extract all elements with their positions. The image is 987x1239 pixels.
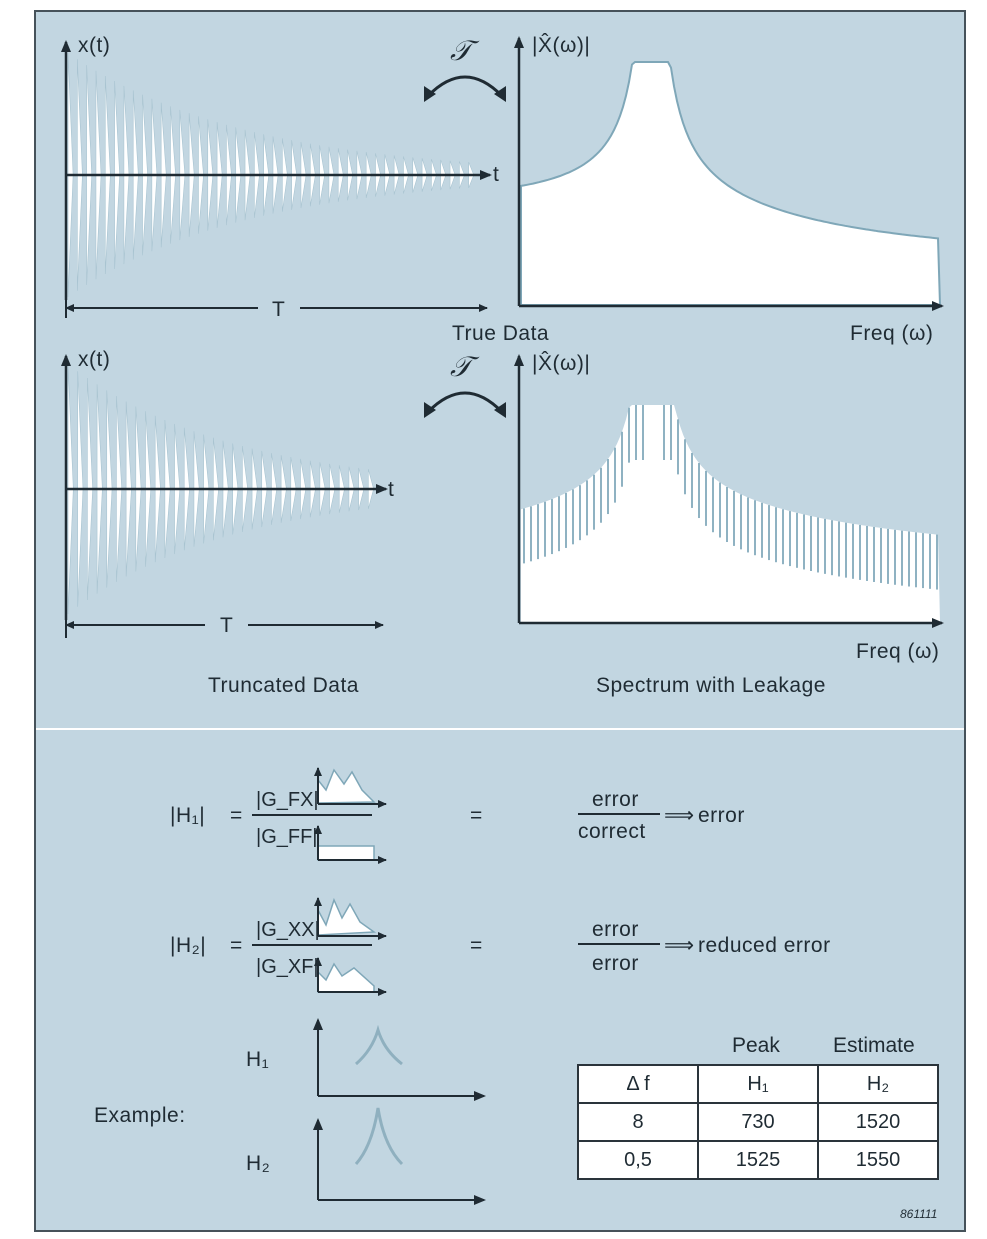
leakage-sidelobes	[523, 405, 938, 590]
transform-symbol: 𝒯	[450, 34, 480, 67]
h1-result: error	[698, 804, 745, 827]
h1-equation: |H₁| = |G_FX| |G_FF| = error correct ⟹ e…	[170, 767, 745, 864]
equals-1: =	[230, 804, 243, 827]
h2-result-num: error	[592, 918, 639, 941]
gff-mini-plot	[317, 845, 375, 861]
table-cell: 8	[577, 1102, 699, 1142]
table-header-cell: H₂	[817, 1064, 939, 1104]
table-cell: 1550	[817, 1140, 939, 1180]
T-label: T	[272, 298, 285, 321]
x-t-label-truncated: x(t)	[78, 348, 110, 371]
h1-peak-curve	[355, 1024, 403, 1066]
h2-result: reduced error	[698, 934, 831, 957]
h2-label: |H₂|	[170, 934, 206, 957]
truncated-data-signal-plot: x(t) t T Truncated Data	[61, 348, 394, 697]
table-header-row: Δ f H₁ H₂	[577, 1064, 939, 1104]
gxx-mini-plot	[317, 897, 377, 936]
example-h1-label: H₁	[246, 1048, 269, 1071]
header-estimate: Estimate	[833, 1034, 915, 1057]
table-cell: 1525	[697, 1140, 819, 1180]
true-data-caption: True Data	[452, 322, 549, 345]
equals-4: =	[470, 934, 483, 957]
truncated-data-caption: Truncated Data	[208, 674, 359, 697]
leakage-spectrum-fill	[521, 405, 940, 622]
table-cell: 1520	[817, 1102, 939, 1142]
h2-denominator: |G_XF|	[256, 956, 319, 978]
peak-estimate-table: Δ f H₁ H₂ 8 730 1520 0,5 1525 1550	[577, 1064, 939, 1180]
table-row: 0,5 1525 1550	[577, 1140, 939, 1180]
fourier-transform-arrow-top: 𝒯	[424, 34, 506, 102]
example-section: Example: H₁ H₂ 861111	[94, 1018, 937, 1221]
true-spectrum-plot: |X̂(ω)| True Data Freq (ω)	[452, 34, 944, 345]
freq-label-bottom: Freq (ω)	[856, 640, 939, 663]
spectrum-label-2: |X̂(ω)|	[532, 352, 590, 375]
h1-result-den: correct	[578, 820, 646, 843]
leakage-spectrum-plot: |X̂(ω)| Freq (ω) Spectrum with Leakage	[514, 352, 944, 697]
implies-arrow-2: ⟹	[664, 934, 695, 957]
table-cell: 0,5	[577, 1140, 699, 1180]
equals-3: =	[230, 934, 243, 957]
curved-arrow-icon-2	[426, 391, 504, 414]
h1-result-num: error	[592, 788, 639, 811]
leakage-caption: Spectrum with Leakage	[596, 674, 826, 697]
table-row: 8 730 1520	[577, 1102, 939, 1142]
true-data-signal-plot: x(t) t T	[61, 34, 499, 321]
spectrum-label: |X̂(ω)|	[532, 34, 590, 57]
freq-label-top: Freq (ω)	[850, 322, 933, 345]
table-cell: 730	[697, 1102, 819, 1142]
example-label: Example:	[94, 1104, 186, 1127]
equals-2: =	[470, 804, 483, 827]
gfx-mini-plot	[317, 768, 376, 804]
transform-symbol-2: 𝒯	[450, 350, 480, 383]
t-label: t	[493, 163, 499, 186]
fourier-transform-arrow-middle: 𝒯	[424, 350, 506, 418]
section-divider	[36, 728, 964, 730]
h2-equation: |H₂| = |G_XX| |G_XF| = error error ⟹ red…	[170, 897, 831, 996]
gxf-mini-plot	[317, 962, 375, 993]
curved-arrow-icon	[426, 75, 504, 98]
header-peak: Peak	[732, 1034, 780, 1057]
example-h2-label: H₂	[246, 1152, 270, 1175]
implies-arrow-1: ⟹	[664, 804, 695, 827]
h1-numerator: |G_FX|	[256, 789, 319, 811]
x-t-label: x(t)	[78, 34, 110, 57]
h1-label: |H₁|	[170, 804, 205, 827]
T-label-truncated: T	[220, 614, 233, 637]
h2-result-den: error	[592, 952, 639, 975]
table-header-cell: Δ f	[577, 1064, 699, 1104]
h1-denominator: |G_FF|	[256, 826, 318, 848]
table-header-cell: H₁	[697, 1064, 819, 1104]
t-label-truncated: t	[388, 478, 394, 501]
h2-numerator: |G_XX|	[256, 919, 320, 941]
spectrum-curve-true	[520, 61, 942, 306]
h2-peak-curve	[354, 1107, 404, 1166]
figure-number: 861111	[900, 1207, 937, 1221]
